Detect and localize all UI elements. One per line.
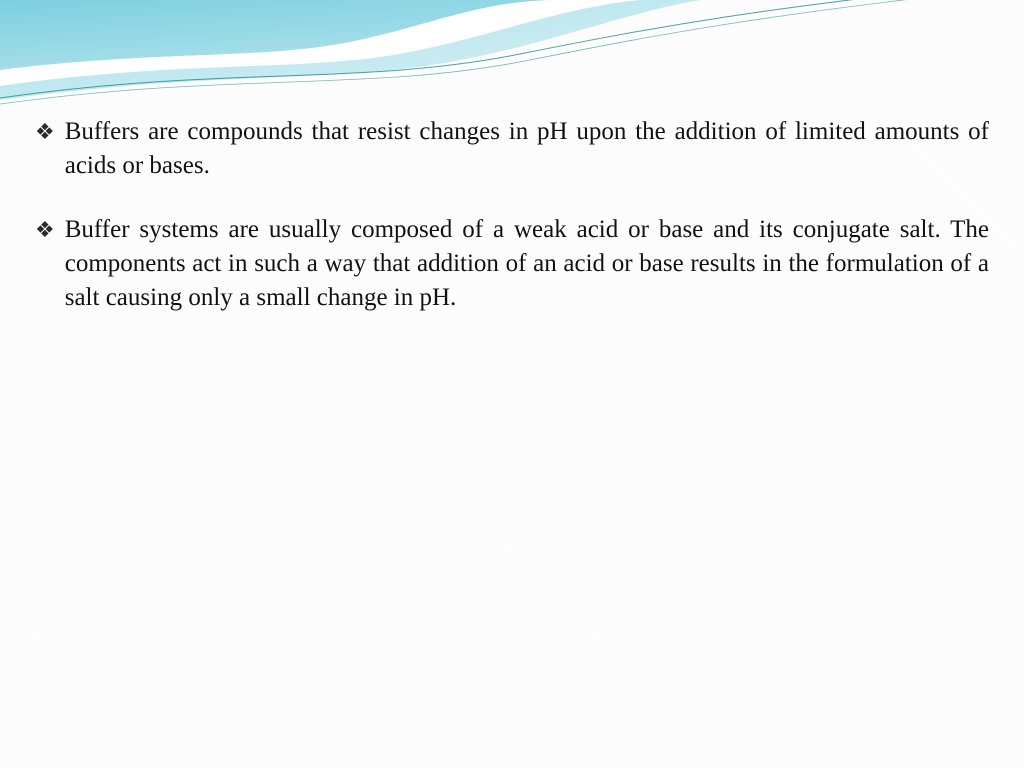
- bullet-item: ❖ Buffer systems are usually composed of…: [35, 213, 989, 315]
- bullet-item: ❖ Buffers are compounds that resist chan…: [35, 115, 989, 183]
- bullet-text: Buffers are compounds that resist change…: [65, 115, 989, 183]
- slide-body: ❖ Buffers are compounds that resist chan…: [35, 115, 989, 345]
- diamond-bullet-icon: ❖: [35, 115, 55, 149]
- bullet-text: Buffer systems are usually composed of a…: [65, 213, 989, 315]
- diamond-bullet-icon: ❖: [35, 213, 55, 247]
